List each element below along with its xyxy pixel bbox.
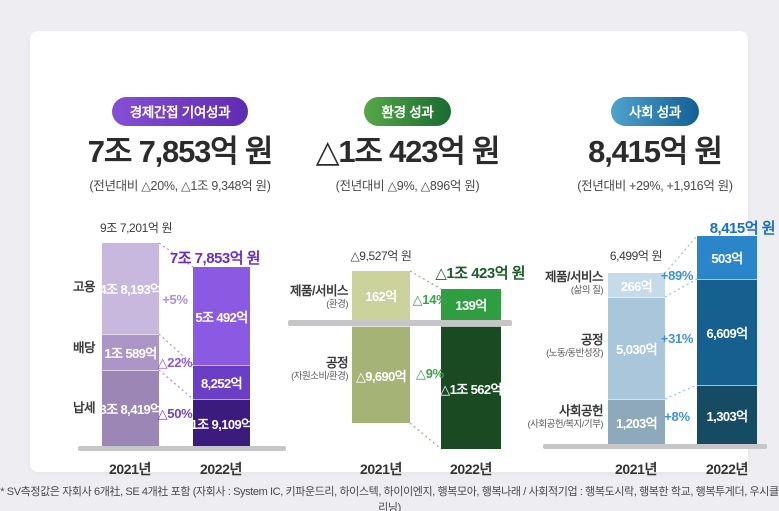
segment-value-label: 1조 589억 — [104, 346, 157, 361]
bar-2022-segment-0: 5조 492억 — [193, 267, 250, 365]
bar-2022-segment-1: △1조 562억 — [440, 326, 502, 449]
bar-2022-segment-1: 8,252억 — [193, 365, 250, 399]
change-label-2: +8% — [664, 409, 690, 424]
segment-value-label: 139억 — [455, 298, 487, 313]
panel-title-economic: 7조 7,853억 원 — [87, 134, 274, 169]
category-name: 납세 — [72, 401, 96, 415]
panel-title-social: 8,415억 원 — [588, 134, 723, 169]
category-label-1: 공정 (노동/동반성장) — [473, 333, 603, 359]
category-label-0: 제품/서비스 (삶의 질) — [473, 270, 603, 296]
panel-header-economic: 경제간접 기여성과 7조 7,853억 원 (전년대비 △20%, △1조 9,… — [60, 97, 300, 194]
report-card: 경제간접 기여성과 7조 7,853억 원 (전년대비 △20%, △1조 9,… — [30, 31, 776, 477]
badge-economic: 경제간접 기여성과 — [111, 97, 249, 126]
change-label-1: △22% — [157, 355, 193, 370]
segment-value-label: 1,303억 — [706, 408, 749, 424]
bar-2021-segment-2: 3조 8,419억 — [99, 370, 163, 446]
segment-value-label: 6,609억 — [706, 326, 749, 341]
bar-2022-segment-0: 139억 — [441, 289, 501, 320]
category-subname: (자원소비/환경) — [291, 371, 348, 382]
change-label-1: +31% — [660, 331, 694, 346]
category-subname: (사회공헌/복지/기부) — [527, 419, 603, 430]
bar-2021-segment-2: 1,203억 — [608, 399, 665, 444]
segment-value-label: 8,252억 — [201, 376, 243, 391]
category-name: 고용 — [72, 280, 96, 294]
segment-value-label: 1,203억 — [616, 415, 658, 431]
bar-2022-segment-0: 503억 — [697, 236, 757, 279]
category-label-2: 사회공헌 (사회공헌/복지/기부) — [473, 404, 603, 430]
category-name: 공정 — [325, 356, 349, 370]
badge-environment: 환경 성과 — [363, 97, 452, 126]
year-label-2022: 2022년 — [449, 461, 493, 477]
category-name: 제품/서비스 — [545, 270, 603, 284]
change-label-0: +89% — [660, 268, 694, 283]
bar-2022-segment-1: 6,609억 — [697, 279, 757, 385]
category-label-2: 납세 — [0, 401, 96, 416]
panel-subtitle-economic: (전년대비 △20%, △1조 9,348억 원) — [89, 179, 271, 194]
chart-social: 266억 5,030억 1,203억 503억 6,609억 1,303억 제품/서비스 (삶… — [520, 211, 779, 483]
segment-value-label: 5조 492억 — [195, 309, 248, 325]
total-2022-label: 7조 7,853억 원 — [169, 250, 261, 267]
category-label-0: 제품/서비스 (환경) — [218, 284, 348, 310]
bar-2021-segment-0: 266억 — [608, 273, 665, 297]
category-name: 사회공헌 — [558, 404, 604, 418]
year-label-2021: 2021년 — [108, 461, 152, 477]
category-label-0: 고용 — [0, 280, 96, 295]
category-subname: (삶의 질) — [570, 285, 604, 296]
bar-2021-segment-1: 1조 589억 — [102, 334, 159, 370]
category-label-1: 배당 — [0, 341, 96, 356]
badge-social: 사회 성과 — [611, 97, 699, 126]
panel-subtitle-environment: (전년대비 △9%, △896억 원) — [335, 179, 480, 194]
total-2021-label: 9조 7,201억 원 — [100, 221, 173, 235]
year-label-2022: 2022년 — [705, 461, 749, 477]
year-label-2021: 2021년 — [614, 461, 658, 477]
bar-2022-segment-2: 1,303억 — [697, 385, 757, 444]
category-name: 제품/서비스 — [290, 284, 348, 298]
bar-2021-segment-1: △9,690억 — [352, 326, 410, 423]
chart-environment: 162억 △9,690억 139억 △1조 562억 제품/서비스 (환경) 공정 (자원소비… — [285, 211, 530, 483]
total-2022-label: △1조 423억 원 — [435, 265, 525, 282]
bar-2021-segment-0: 162억 — [352, 271, 410, 320]
panel-title-environment: △1조 423억 원 — [315, 134, 501, 169]
axis-baseline — [543, 444, 767, 449]
segment-value-label: 503억 — [711, 251, 743, 266]
category-name: 공정 — [580, 333, 604, 347]
segment-value-label: 3조 8,419억 — [99, 402, 163, 417]
axis-baseline — [288, 320, 512, 326]
category-name: 배당 — [72, 341, 96, 355]
segment-value-label: △9,690억 — [355, 368, 407, 384]
bar-2021-segment-1: 5,030억 — [608, 297, 665, 399]
panel-header-social: 사회 성과 8,415억 원 (전년대비 +29%, +1,916억 원) — [520, 97, 779, 194]
axis-baseline — [78, 446, 286, 451]
category-subname: (환경) — [326, 299, 348, 310]
segment-value-label: 4조 8,193억 — [99, 282, 163, 297]
segment-value-label: 266억 — [620, 278, 653, 294]
chart-economic: 4조 8,193억 1조 589억 3조 8,419억 5조 492억 8,252억 1조… — [60, 211, 300, 483]
category-label-1: 공정 (자원소비/환경) — [218, 356, 348, 382]
panel-header-environment: 환경 성과 △1조 423억 원 (전년대비 △9%, △896억 원) — [285, 97, 530, 194]
change-label-0: △14% — [412, 292, 448, 307]
change-label-1: △9% — [416, 366, 444, 381]
footnote: * SV측정값은 자회사 6개社, SE 4개社 포함 (자회사 : Syste… — [0, 486, 779, 511]
total-2022-label: 8,415억 원 — [709, 220, 776, 237]
year-label-2021: 2021년 — [359, 461, 403, 477]
year-label-2022: 2022년 — [199, 461, 243, 477]
segment-value-label: 5,030억 — [616, 342, 658, 357]
change-label-2: △50% — [157, 406, 193, 421]
bar-2022-segment-2: 1조 9,109억 — [190, 399, 254, 446]
segment-value-label: 162억 — [365, 289, 397, 304]
total-2021-label: △9,527억 원 — [350, 249, 412, 263]
panel-subtitle-social: (전년대비 +29%, +1,916억 원) — [577, 179, 733, 194]
total-2021-label: 6,499억 원 — [609, 249, 663, 263]
change-label-0: +5% — [162, 292, 188, 307]
bar-2021-segment-0: 4조 8,193억 — [99, 243, 163, 334]
segment-value-label: 1조 9,109억 — [190, 416, 254, 432]
segment-value-label: △1조 562억 — [440, 381, 502, 397]
category-subname: (노동/동반성장) — [546, 348, 603, 359]
